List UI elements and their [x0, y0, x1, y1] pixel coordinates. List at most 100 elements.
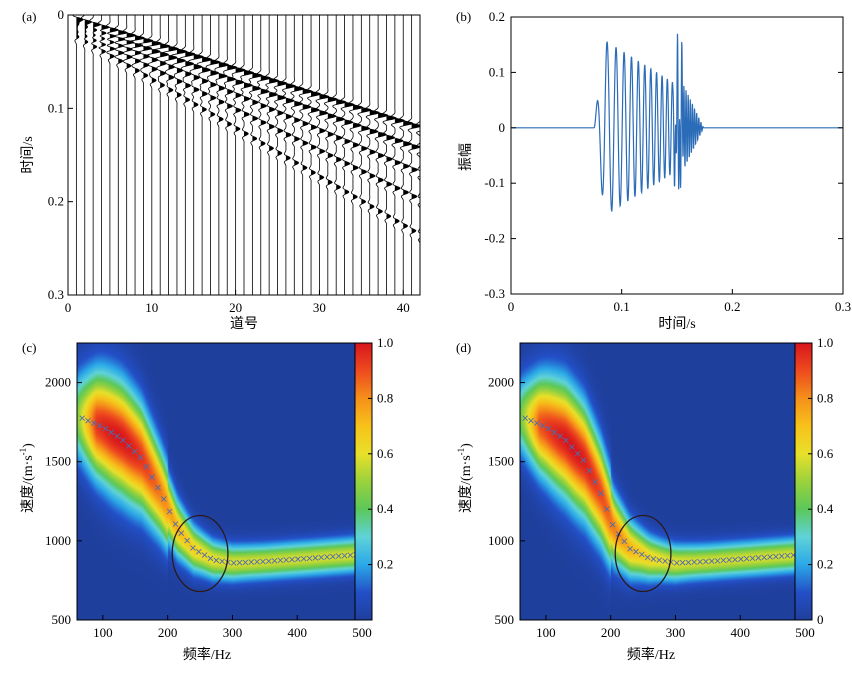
y-tick-label: 0.1 [48, 100, 64, 115]
panel-c-ylabel: 速度/(m·s-1) [18, 443, 36, 513]
curve-marker [230, 560, 237, 566]
dispersion-heatmap [520, 343, 805, 620]
colorbar-scale [354, 342, 373, 621]
curve-marker [306, 555, 313, 562]
curve-marker [283, 557, 290, 563]
wiggle-traces [72, 15, 420, 295]
curve-marker [324, 554, 330, 560]
wiggle-trace [407, 15, 420, 295]
wiggle-trace [416, 15, 420, 295]
y-tick-label: 0 [58, 7, 65, 22]
curve-marker [714, 557, 721, 564]
wiggle-trace [256, 15, 272, 295]
curve-marker [592, 479, 598, 485]
curve-marker [778, 553, 785, 559]
panel-a-ylabel: 时间/s [20, 136, 36, 173]
panel-c-plot [76, 342, 363, 621]
colorbar-tick-label: 0.6 [377, 446, 394, 461]
curve-marker [685, 559, 692, 566]
curve-marker [574, 450, 581, 457]
curve-marker [732, 556, 738, 563]
curve-marker [79, 415, 85, 422]
y-tick-label: -0.3 [484, 286, 505, 301]
panel-d-ticks: 100 200 300 400 500 500 1000 1500 2000 [488, 375, 815, 640]
curve-marker [219, 558, 225, 565]
wiggle-trace [121, 15, 137, 295]
wiggle-trace [390, 15, 406, 295]
curve-marker [248, 559, 255, 565]
curve-marker [120, 437, 126, 444]
curve-marker [609, 521, 616, 528]
curve-marker [178, 530, 185, 536]
x-tick-label: 400 [287, 625, 307, 640]
colorbar-tick-label: 0.8 [817, 390, 833, 405]
wiggle-trace [196, 15, 212, 295]
curve-marker [265, 558, 272, 564]
x-tick-label: 40 [397, 300, 410, 315]
curve-marker [207, 555, 214, 562]
dispersion-heatmap [77, 343, 362, 620]
curve-marker [131, 448, 138, 455]
wiggle-trace [106, 15, 119, 295]
x-tick-label: 300 [666, 625, 686, 640]
curve-marker [627, 545, 633, 552]
wiggle-trace [382, 15, 397, 295]
curve-marker [330, 553, 336, 560]
wiggle-trace [307, 15, 322, 295]
curve-marker [539, 422, 546, 429]
x-tick-label: 200 [158, 625, 178, 640]
x-tick-label: 10 [145, 300, 158, 315]
curve-marker [137, 454, 144, 461]
panel-b-label: (b) [456, 9, 471, 24]
wiggle-trace [144, 15, 162, 295]
curve-marker [633, 548, 639, 555]
curve-marker [586, 467, 593, 474]
wiggle-trace [273, 15, 288, 295]
y-tick-label: 2000 [488, 375, 514, 390]
wiggle-trace [214, 15, 230, 295]
wiggle-trace [231, 15, 246, 295]
curve-marker [125, 443, 132, 449]
curve-marker [673, 560, 680, 566]
x-tick-label: 500 [352, 625, 372, 640]
wiggle-trace [72, 15, 84, 295]
curve-marker [335, 553, 342, 559]
curve-marker [85, 417, 91, 424]
wiggle-trace [205, 15, 221, 295]
curve-marker [662, 558, 668, 564]
wiggle-trace [374, 15, 389, 295]
curve-marker [260, 558, 266, 565]
x-tick-label: 0.1 [614, 299, 630, 314]
panel-d-xlabel: 频率/Hz [627, 646, 675, 663]
wiggle-trace [348, 15, 364, 295]
colorbar-tick-label: 1.0 [817, 335, 833, 350]
wiggle-trace [298, 15, 314, 295]
colorbar-tick-label: 0.6 [817, 446, 834, 461]
panel-a-xlabel: 道号 [230, 316, 258, 332]
curve-marker [650, 556, 657, 562]
wiggle-trace [113, 15, 128, 295]
panel-a-label: (a) [22, 9, 36, 24]
wiggle-trace [399, 15, 414, 295]
curve-marker [708, 558, 715, 564]
curve-marker [767, 554, 773, 560]
curve-marker [190, 545, 196, 551]
panel-c-label: (c) [22, 340, 36, 355]
wiggle-trace [128, 15, 146, 295]
highlight-circle [171, 514, 229, 593]
wiggle-trace [223, 15, 238, 295]
y-tick-label: 500 [52, 612, 72, 627]
y-tick-label: 1500 [488, 454, 514, 469]
y-tick-label: 0.2 [48, 194, 64, 209]
curve-marker [703, 558, 709, 565]
colorbar-tick-label: 0.2 [377, 557, 393, 572]
theoretical-curve-markers [79, 415, 359, 566]
panel-b-ylabel: 振幅 [458, 143, 474, 171]
curve-marker [697, 558, 703, 565]
curve-marker [114, 433, 120, 439]
wiggle-trace [187, 15, 204, 295]
wiggle-trace [265, 15, 280, 295]
x-tick-label: 300 [223, 625, 243, 640]
